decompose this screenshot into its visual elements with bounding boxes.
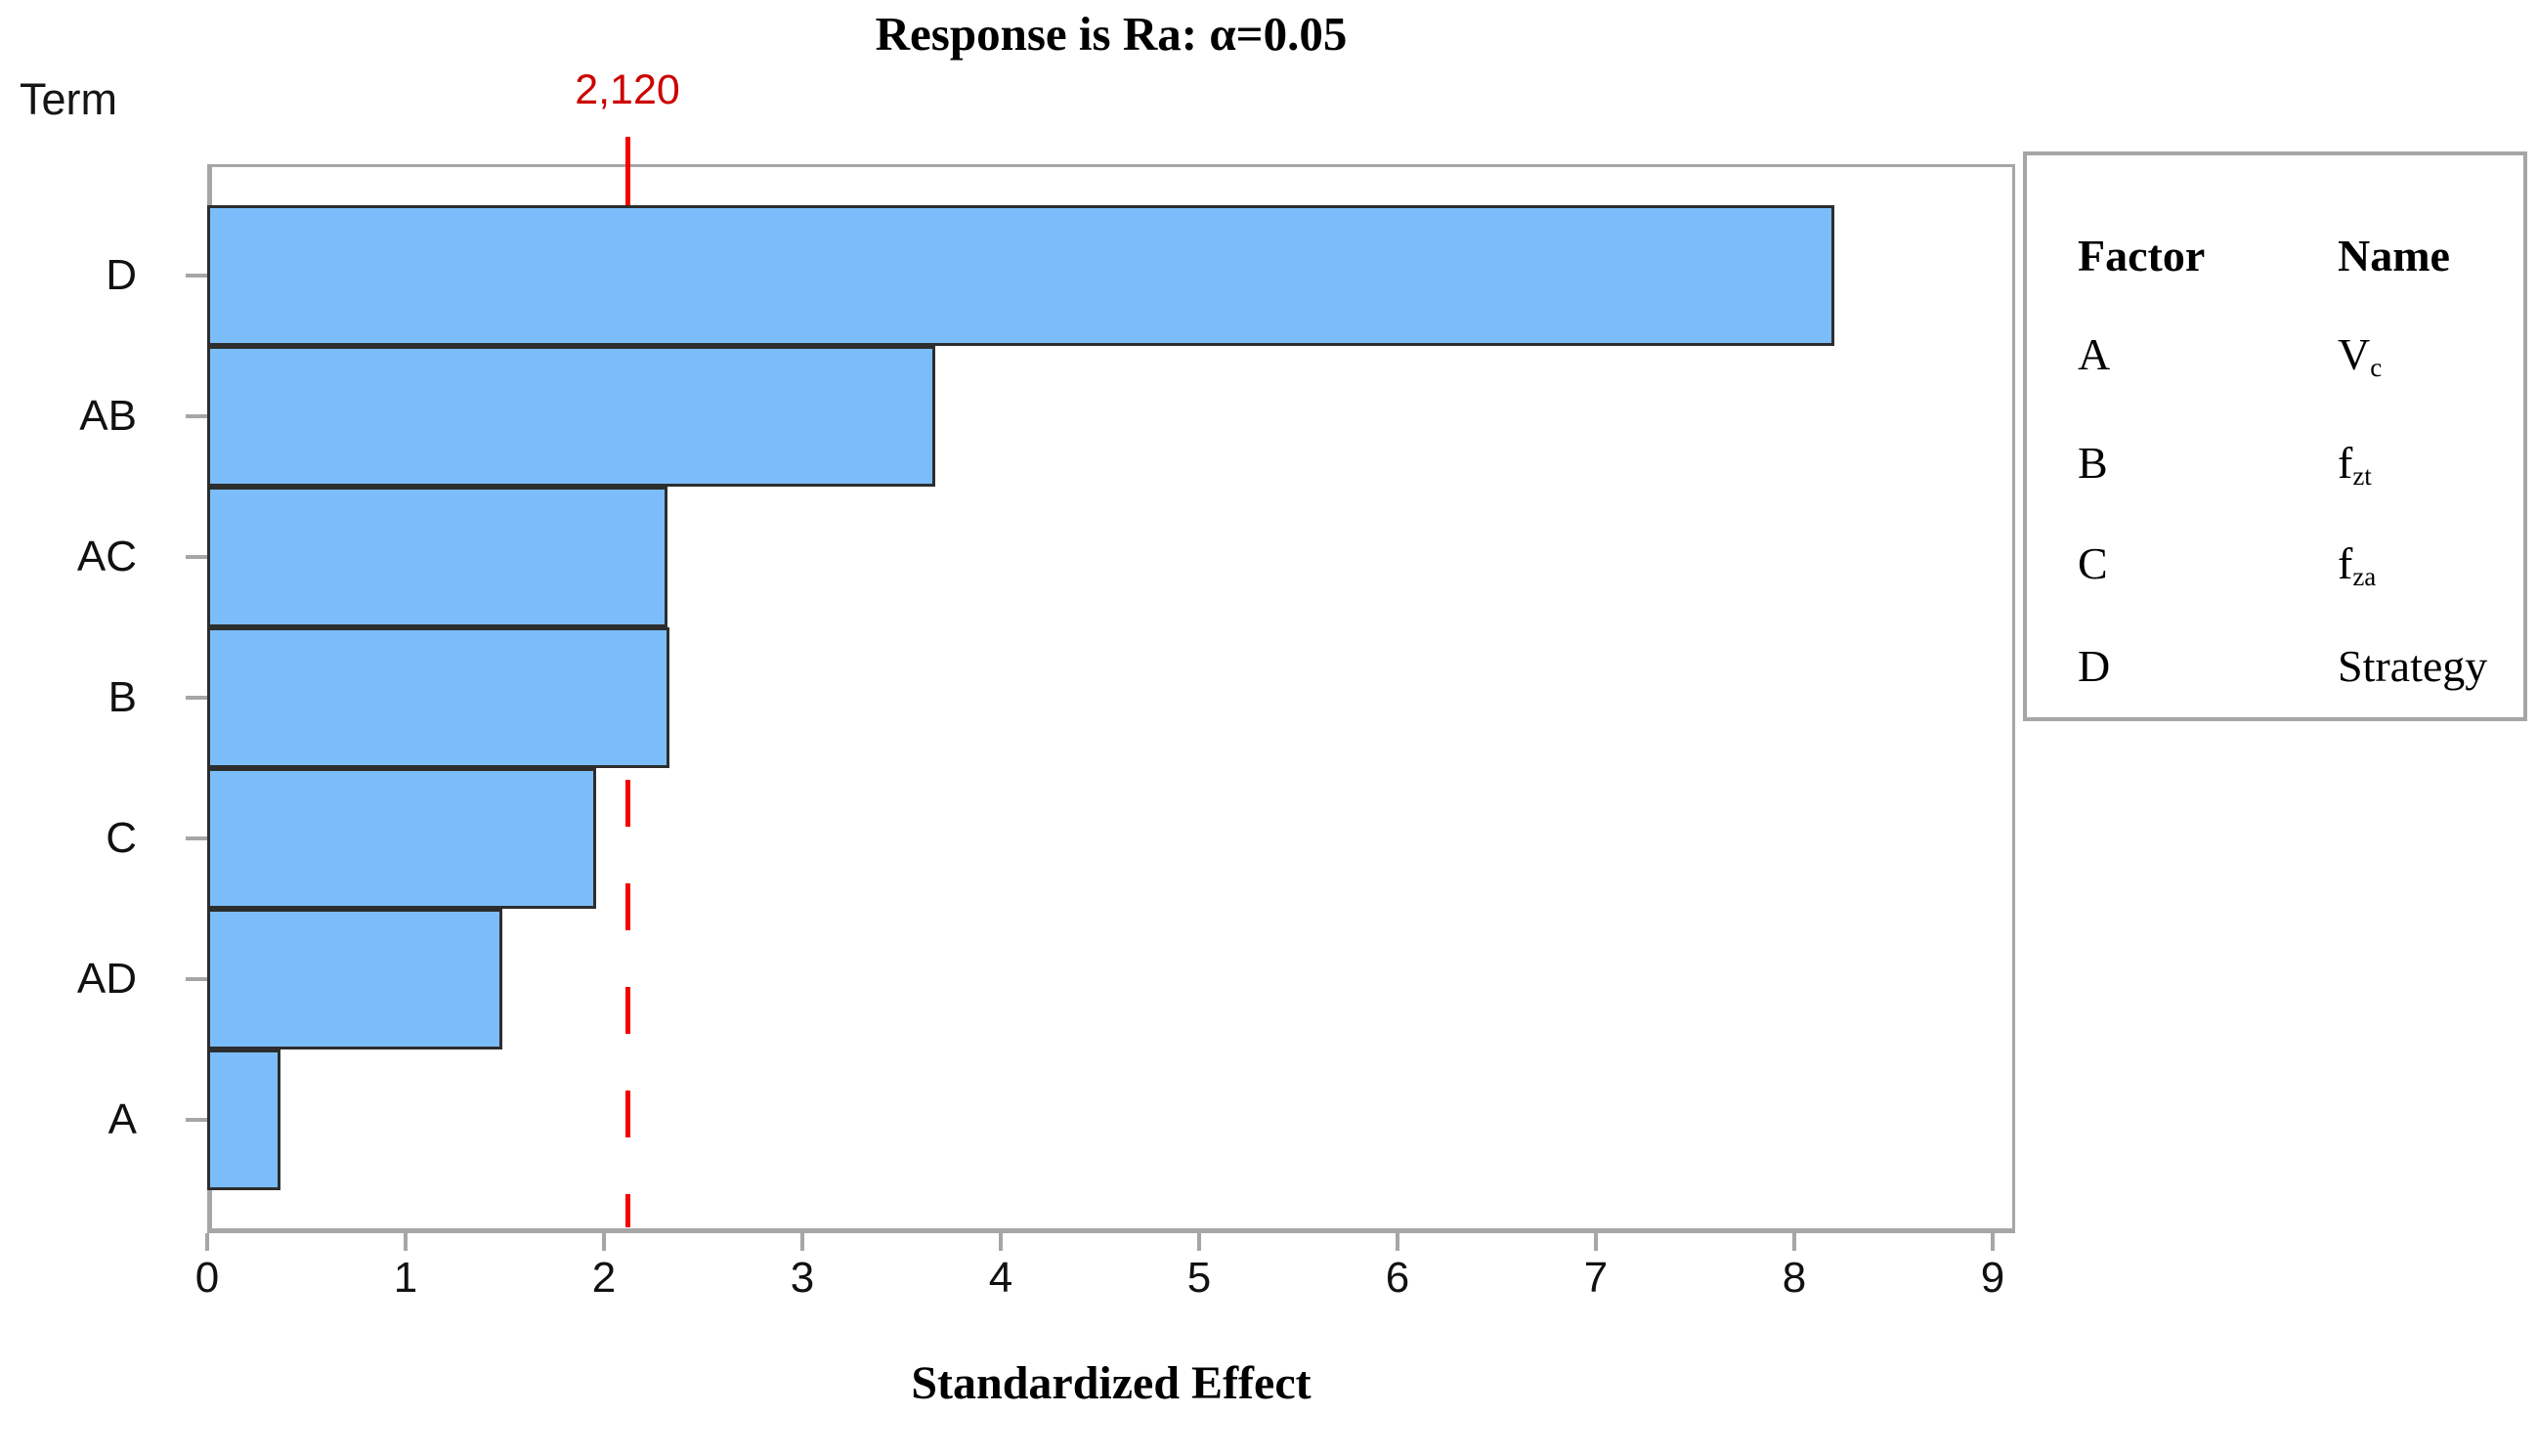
y-axis-tick-B (186, 696, 207, 700)
legend-header-name: Name (2338, 224, 2450, 286)
x-axis-title: Standardized Effect (911, 1357, 1312, 1409)
x-tick-label-7: 7 (1583, 1254, 1609, 1302)
legend-header-factor: Factor (2078, 224, 2205, 286)
legend-name-C-text: f (2338, 537, 2353, 588)
x-axis-tick-3 (800, 1233, 804, 1251)
legend-factor-D: D (2078, 634, 2110, 697)
legend-name-B-text: f (2338, 437, 2353, 488)
legend-factor-A: A (2078, 322, 2110, 385)
bar-AD (207, 909, 502, 1049)
legend-name-C: f za (2338, 532, 2376, 594)
x-tick-label-1: 1 (393, 1254, 418, 1302)
reference-line-solid-segment (625, 137, 630, 207)
bar-A (207, 1049, 280, 1190)
bar-AB (207, 346, 935, 487)
bar-AC (207, 487, 667, 627)
legend-factor-B-text: B (2078, 437, 2108, 488)
y-axis-tick-AC (186, 555, 207, 559)
bar-D (207, 205, 1834, 346)
x-axis-tick-7 (1594, 1233, 1598, 1251)
legend-name-B-subscript: zt (2352, 460, 2372, 491)
x-axis-tick-9 (1991, 1233, 1995, 1251)
x-axis-tick-4 (999, 1233, 1003, 1251)
x-tick-label-6: 6 (1385, 1254, 1410, 1302)
legend-factor-D-text: D (2078, 640, 2111, 691)
term-label-AD: AD (76, 955, 137, 1003)
x-tick-label-5: 5 (1186, 1254, 1212, 1302)
x-axis-tick-8 (1792, 1233, 1796, 1251)
legend-factor-B: B (2078, 431, 2108, 493)
legend-name-D: Strategy (2338, 634, 2487, 697)
y-axis-tick-C (186, 836, 207, 840)
reference-line-label: 2,120 (575, 66, 680, 113)
x-axis-tick-5 (1197, 1233, 1201, 1251)
x-axis-tick-0 (205, 1233, 209, 1251)
bar-C (207, 768, 596, 909)
y-axis-tick-AD (186, 977, 207, 981)
legend-header-factor-text: Factor (2078, 230, 2206, 280)
y-axis-tick-A (186, 1118, 207, 1122)
term-label-B: B (108, 673, 137, 721)
legend-factor-A-text: A (2078, 328, 2111, 379)
x-axis-tick-6 (1396, 1233, 1399, 1251)
x-tick-label-4: 4 (988, 1254, 1013, 1302)
y-axis-title: Term (20, 74, 117, 124)
x-tick-label-3: 3 (790, 1254, 815, 1302)
term-label-D: D (106, 251, 137, 299)
y-axis-tick-D (186, 274, 207, 278)
legend-name-D-text: Strategy (2338, 640, 2488, 691)
x-tick-label-8: 8 (1782, 1254, 1807, 1302)
x-axis-tick-1 (404, 1233, 408, 1251)
legend-factor-C-text: C (2078, 537, 2108, 588)
term-label-C: C (106, 814, 137, 862)
legend-name-B: f zt (2338, 431, 2372, 493)
legend-name-A-text: V (2338, 328, 2371, 379)
bar-B (207, 627, 669, 768)
legend-name-C-subscript: za (2352, 561, 2377, 591)
y-axis-tick-AB (186, 414, 207, 418)
x-tick-label-2: 2 (591, 1254, 617, 1302)
legend-name-A-subscript: c (2370, 352, 2383, 382)
term-label-A: A (108, 1095, 137, 1143)
term-label-AB: AB (79, 392, 137, 440)
x-tick-label-9: 9 (1980, 1254, 2005, 1302)
x-tick-label-0: 0 (194, 1254, 220, 1302)
chart-title: Response is Ra: α=0.05 (875, 7, 1348, 61)
legend-factor-C: C (2078, 532, 2108, 594)
legend-header-name-text: Name (2338, 230, 2450, 280)
term-label-AC: AC (76, 533, 137, 580)
x-axis-tick-2 (602, 1233, 606, 1251)
